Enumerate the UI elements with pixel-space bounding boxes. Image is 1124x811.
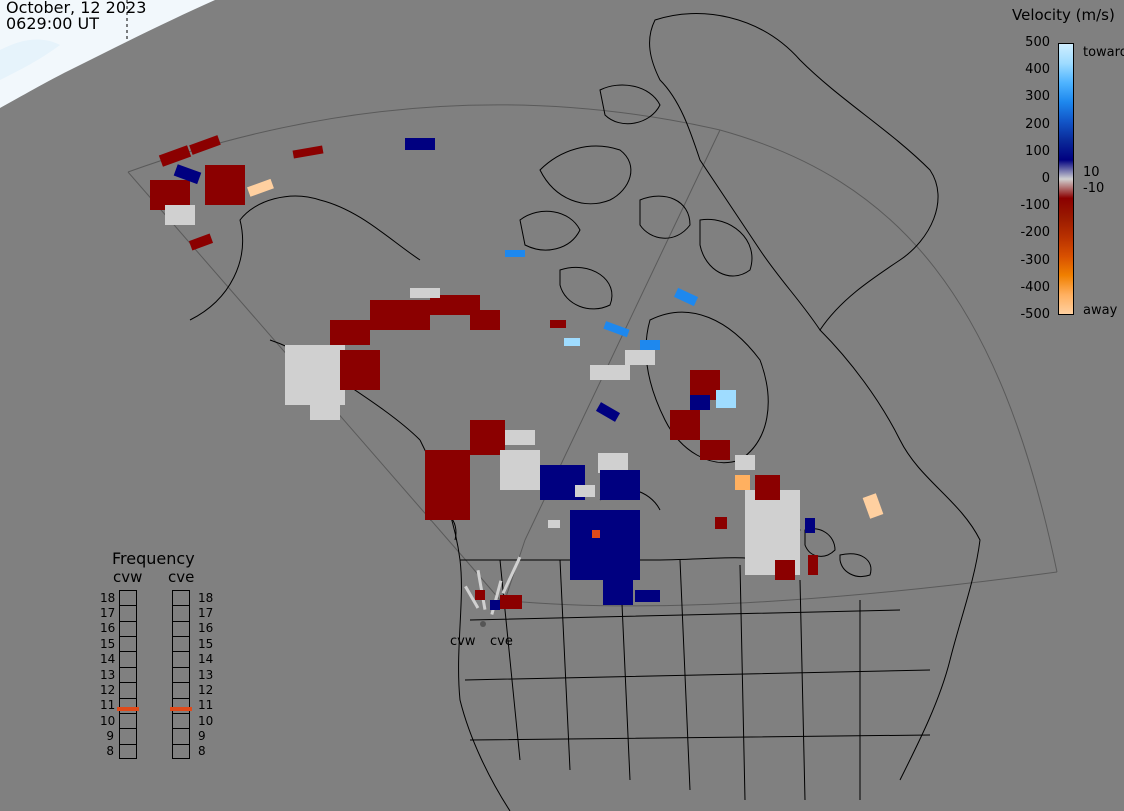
frequency-grid-line [120,651,136,653]
velocity-tick: 200 [1025,116,1050,132]
coastlines [189,13,981,811]
frequency-grid-line [173,651,189,653]
radar-label-cve: cve [168,568,195,586]
velocity-tick: -300 [1020,252,1050,268]
frequency-grid-line [173,712,189,714]
frequency-marker [117,707,139,712]
away-label: away [1083,303,1118,318]
velocity-tick: 500 [1025,35,1050,50]
frequency-tick: 13 [100,667,116,682]
velocity-tick: -200 [1020,225,1050,241]
frequency-tick: 12 [100,682,116,697]
frequency-tick: 16 [100,621,116,636]
frequency-marker [170,707,192,712]
velocity-tick: 300 [1025,89,1050,105]
frequency-tick: 10 [198,713,214,728]
radar-label-cvw: cvw [113,568,143,586]
frequency-grid-line [120,743,136,745]
frequency-tick: 14 [100,652,116,667]
frequency-grid-line [173,728,189,730]
velocity-tick: 400 [1025,62,1050,78]
timestamp: October, 12 2023 0629:00 UT [6,0,146,32]
velocity-tick: 100 [1025,143,1050,159]
velocity-tick: 0 [1041,171,1050,186]
date-label: October, 12 2023 [6,0,147,17]
time-label: 0629:00 UT [6,14,100,33]
frequency-tick: 9 [198,728,206,743]
site-label-west: cvw [450,634,476,649]
frequency-tick: 18 [198,590,214,605]
velocity-scale-title: Velocity (m/s) [1012,6,1115,24]
frequency-tick: 11 [198,698,214,713]
frequency-tick: 16 [198,621,214,636]
frequency-tick: 9 [106,728,114,743]
velocity-tick: -100 [1020,198,1050,214]
site-label-east: cve [490,634,513,649]
frequency-tick: 8 [106,744,114,759]
frequency-grid-line [173,697,189,699]
frequency-tick: 17 [100,606,116,621]
frequency-grid-line [120,728,136,730]
frequency-grid-line [120,605,136,607]
frequency-tick: 13 [198,667,214,682]
frequency-grid-line [173,666,189,668]
toward-label: toward [1083,45,1124,60]
frequency-tick: 8 [198,744,206,759]
frequency-tick: 15 [198,636,214,651]
daylight-region [0,0,215,108]
frequency-grid-line [173,682,189,684]
frequency-bar-cve [170,590,192,759]
radar-velocity-cells [150,135,884,627]
frequency-tick: 14 [198,652,214,667]
frequency-tick: 15 [100,636,116,651]
frequency-grid-line [120,620,136,622]
velocity-tick: -500 [1020,307,1050,322]
velocity-tick: -400 [1020,279,1050,295]
frequency-grid-line [120,636,136,638]
frequency-tick: 10 [100,713,116,728]
frequency-grid-line [173,743,189,745]
frequency-grid-line [173,636,189,638]
frequency-grid-line [173,620,189,622]
frequency-grid-line [120,682,136,684]
neg-threshold-label: -10 [1083,181,1105,196]
frequency-grid-line [120,697,136,699]
frequency-tick: 18 [100,590,116,605]
velocity-color-bar [1058,43,1074,315]
frequency-grid-line [173,605,189,607]
frequency-grid-line [120,666,136,668]
frequency-tick: 12 [198,682,214,697]
frequency-bar-cvw [117,590,139,759]
pos-threshold-label: 10 [1083,165,1100,180]
frequency-grid-line [120,712,136,714]
frequency-title: Frequency [112,549,195,568]
frequency-tick: 11 [100,698,116,713]
frequency-tick: 17 [198,606,214,621]
